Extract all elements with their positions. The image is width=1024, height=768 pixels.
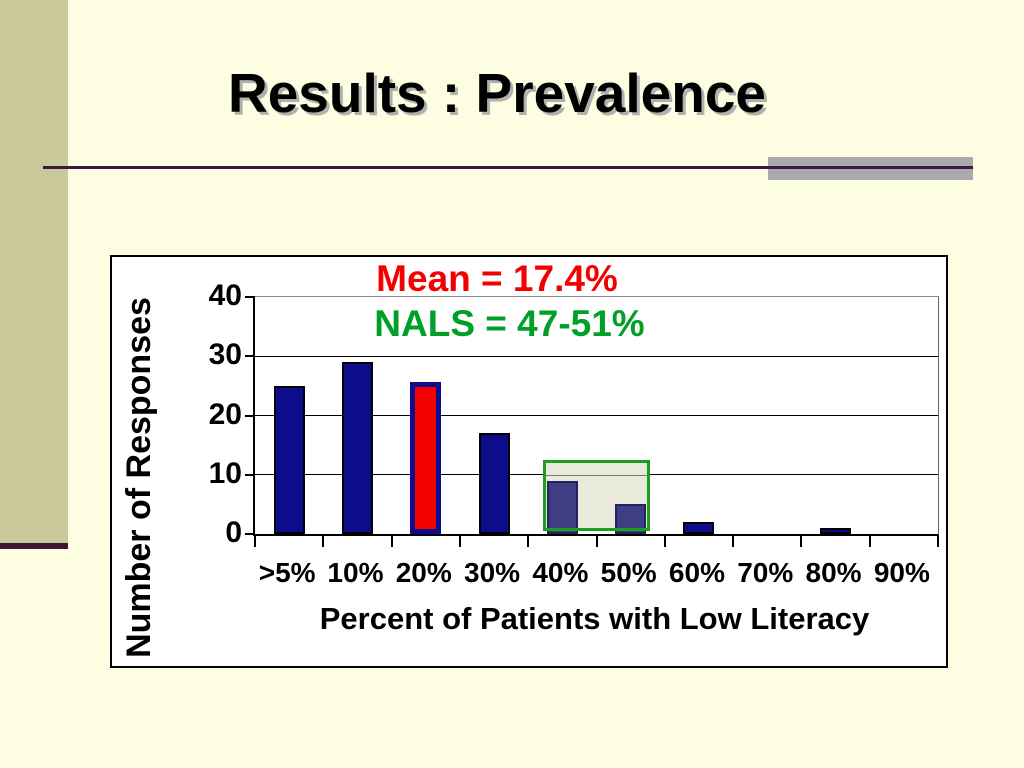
plot-area [245,296,939,547]
x-tick-mark [322,536,325,547]
x-tick-mark [800,536,803,547]
y-tick-label: 10 [208,456,242,490]
x-tick-label: 30% [464,557,521,588]
y-tick-label: 30 [208,338,242,372]
x-tick-mark [595,536,598,547]
x-tick-label: 60% [668,557,725,588]
bar-20% [410,381,442,534]
nals-highlight-box-border [543,459,650,532]
slide-title: Results : Prevalence [227,62,767,124]
y-tick-mark [245,355,255,358]
title-divider-line [43,166,973,169]
nals-annotation: NALS = 47-51% [374,303,645,344]
bar-60% [683,522,715,534]
y-tick-label: 0 [225,516,242,549]
chart-frame: Number of Responses Mean = 17.4% NALS = … [110,255,948,668]
gridline-through-box [546,474,647,476]
x-tick-mark [254,536,256,547]
x-tick-label: 40% [532,557,589,588]
y-tick-mark [245,296,255,298]
y-tick-label: 20 [208,397,242,431]
x-tick-label: 20% [395,557,452,588]
y-axis-title-text: Number of Responses [119,296,158,658]
x-tick-mark [663,536,666,547]
x-tick-label: 90% [873,557,930,588]
mean-annotation: Mean = 17.4% [376,258,618,299]
y-tick-mark [245,473,255,476]
x-tick-mark [458,536,461,547]
bar-40% [546,480,578,534]
x-tick-label: >5% [258,557,316,588]
bar-10% [341,362,373,534]
gridline-20 [255,415,938,416]
x-tick-mark [937,536,939,547]
x-tick-mark [390,536,393,547]
y-axis-title: Number of Responses [114,275,164,679]
x-tick-label: 10% [327,557,384,588]
y-tick-label: 40 [208,279,242,312]
bar-80% [820,528,852,534]
x-tick-mark [868,536,871,547]
x-tick-mark [527,536,530,547]
bar-30% [478,433,510,534]
x-tick-label: 70% [737,557,794,588]
y-tick-mark [245,414,255,417]
x-tick-label: 50% [600,557,657,588]
x-axis-title: Percent of Patients with Low Literacy [319,601,870,636]
left-stripe-accent-bar [0,543,68,549]
bar->5% [273,385,305,534]
gridline-30 [255,355,938,357]
y-tick-mark [245,533,255,535]
x-tick-mark [732,536,735,547]
x-tick-label: 80% [805,557,862,588]
left-stripe [0,0,68,543]
